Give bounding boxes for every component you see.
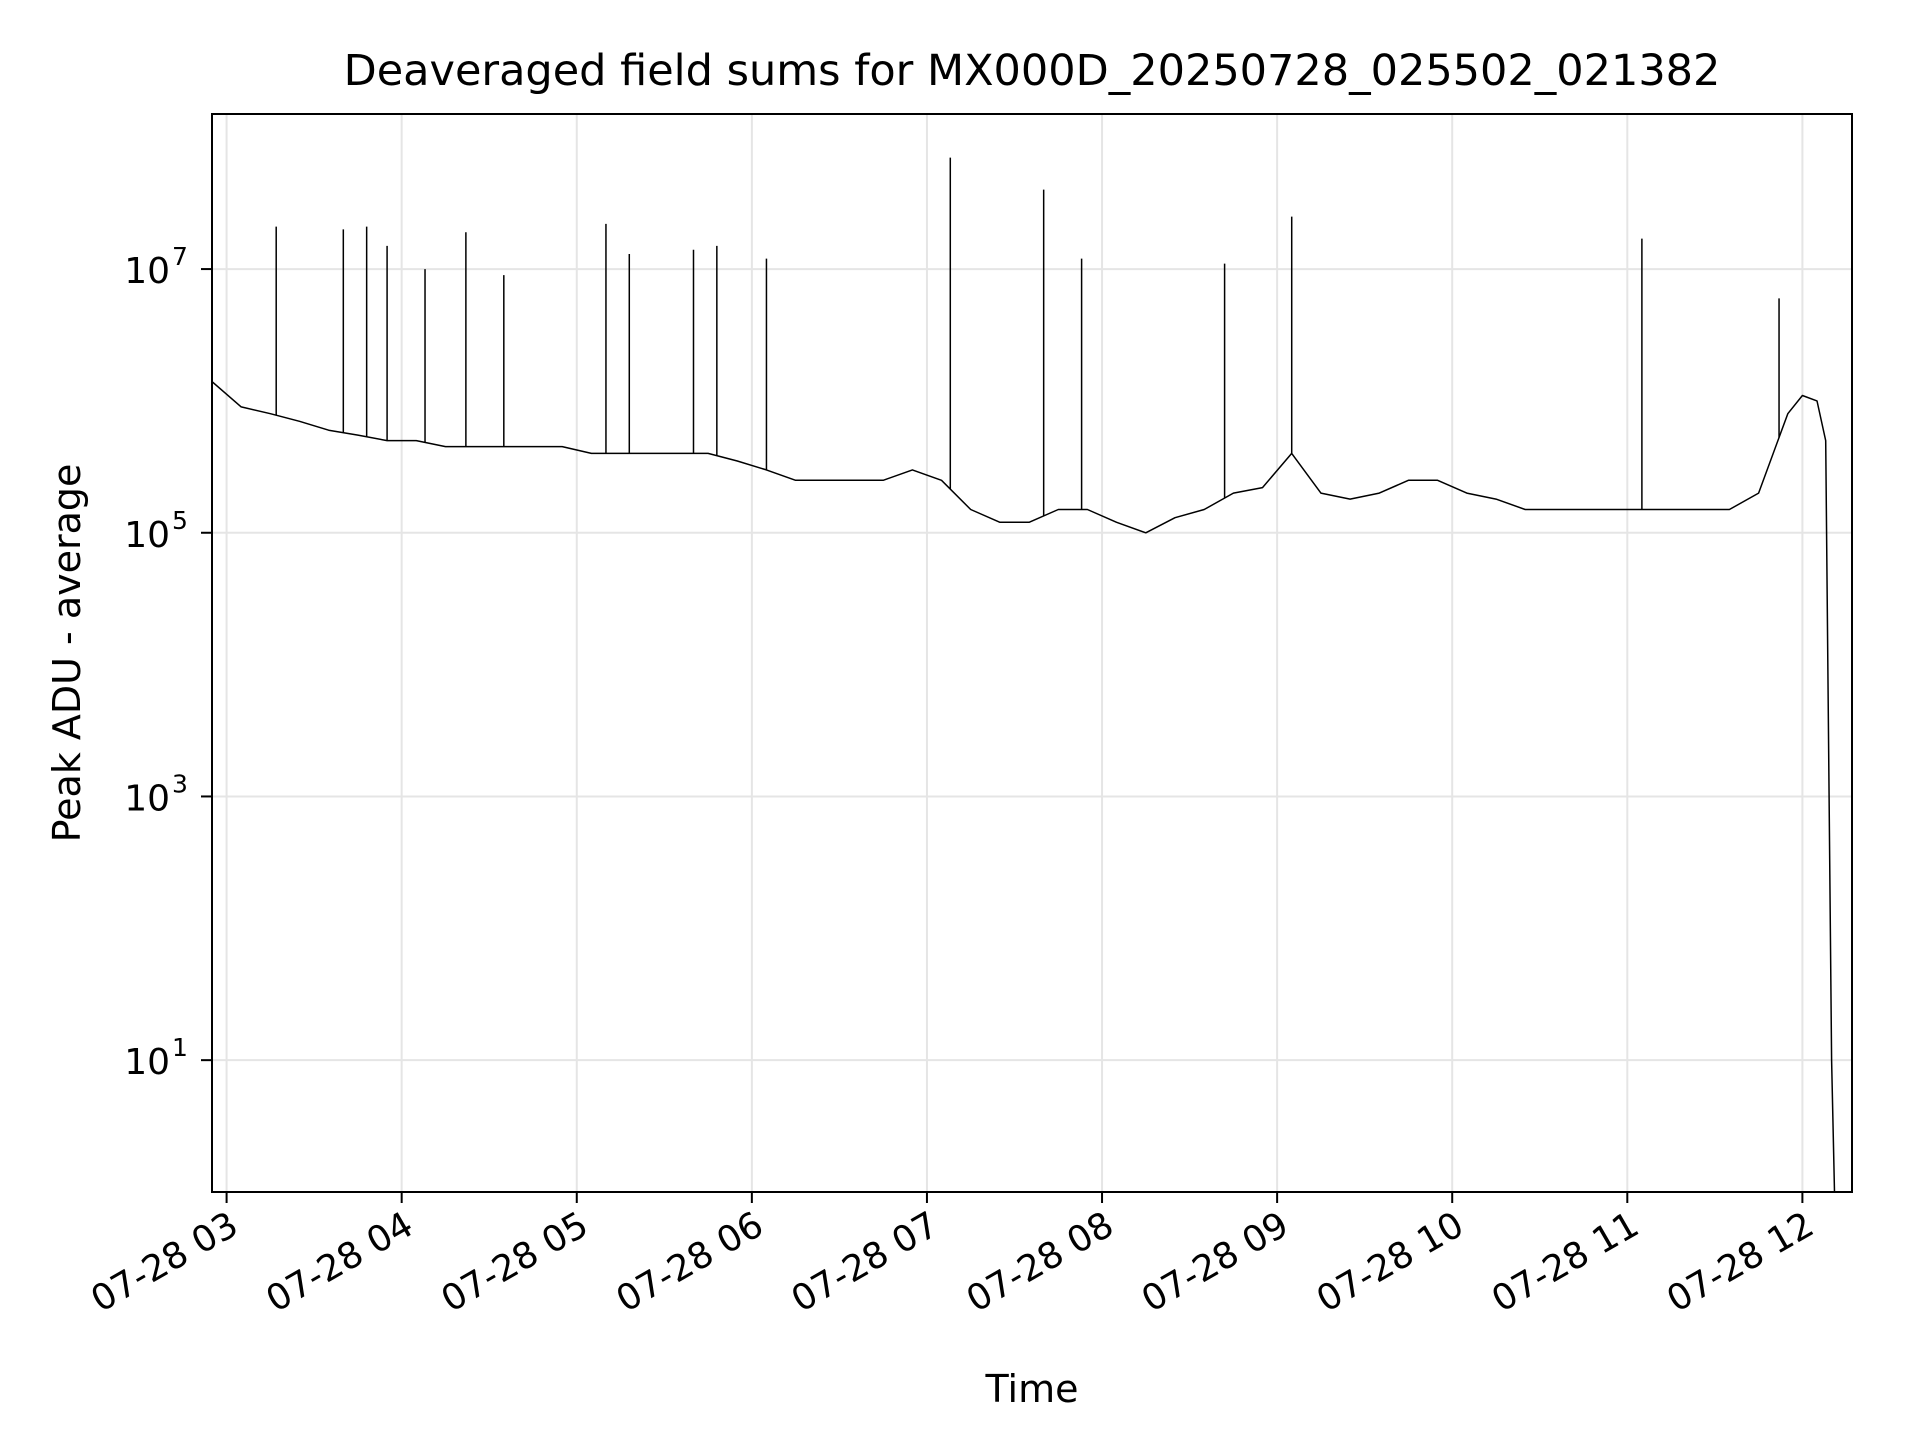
y-tick-label: 10: [124, 251, 170, 292]
y-tick-label: 10: [124, 515, 170, 556]
chart-title: Deaveraged field sums for MX000D_2025072…: [344, 46, 1721, 96]
y-tick-exponent: 3: [172, 769, 188, 798]
y-tick-base: 10: [124, 1042, 170, 1083]
y-tick-base: 10: [124, 251, 170, 292]
y-tick-label: 10: [124, 1042, 170, 1083]
x-axis-label: Time: [985, 1367, 1079, 1411]
plot-frame: [211, 113, 1853, 1193]
y-tick-base: 10: [124, 515, 170, 556]
y-tick-exponent: 5: [172, 506, 188, 535]
grid: [212, 114, 1852, 1192]
plot-area: [212, 157, 1836, 1192]
series-line: [212, 381, 1836, 1192]
y-axis-label: Peak ADU - average: [45, 464, 89, 843]
y-tick-base: 10: [124, 778, 170, 819]
y-tick-exponent: 7: [172, 242, 188, 271]
y-tick-label: 10: [124, 778, 170, 819]
y-tick-exponent: 1: [172, 1033, 188, 1062]
